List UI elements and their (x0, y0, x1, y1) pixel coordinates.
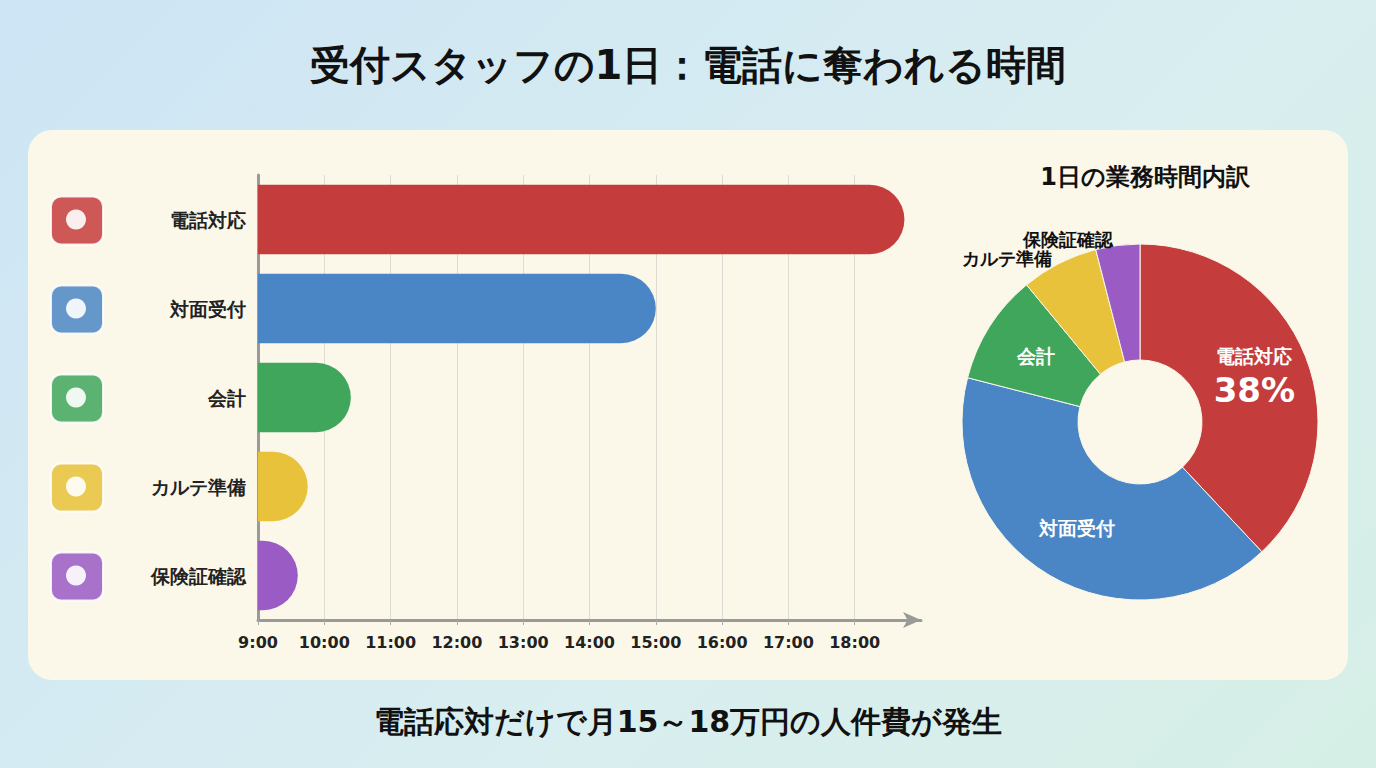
svg-text:17:00: 17:00 (763, 633, 814, 652)
svg-text:1日の業務時間内訳: 1日の業務時間内訳 (1040, 163, 1251, 191)
svg-text:14:00: 14:00 (564, 633, 615, 652)
svg-text:カルテ準備: カルテ準備 (962, 248, 1052, 269)
svg-text:16:00: 16:00 (697, 633, 748, 652)
svg-text:保険証確認: 保険証確認 (1022, 229, 1114, 250)
svg-text:電話対応: 電話対応 (1216, 345, 1292, 367)
svg-text:対面受付: 対面受付 (169, 298, 246, 320)
svg-text:38%: 38% (1214, 370, 1295, 410)
svg-text:保険証確認: 保険証確認 (150, 565, 247, 587)
svg-text:18:00: 18:00 (829, 633, 880, 652)
svg-text:12:00: 12:00 (431, 633, 482, 652)
svg-text:15:00: 15:00 (630, 633, 681, 652)
svg-text:会計: 会計 (1016, 345, 1055, 367)
svg-text:10:00: 10:00 (299, 633, 350, 652)
html-text:受付スタッフの1日：電話に奪われる時間: 受付スタッフの1日：電話に奪われる時間 (309, 42, 1067, 88)
svg-text:11:00: 11:00 (365, 633, 416, 652)
svg-text:電話対応: 電話対応 (170, 209, 246, 231)
svg-text:13:00: 13:00 (498, 633, 549, 652)
svg-text:カルテ準備: カルテ準備 (151, 476, 246, 498)
html-text:電話応対だけで月15～18万円の人件費が発生: 電話応対だけで月15～18万円の人件費が発生 (373, 704, 1003, 739)
svg-text:9:00: 9:00 (238, 633, 278, 652)
svg-text:対面受付: 対面受付 (1038, 517, 1115, 539)
svg-text:会計: 会計 (207, 387, 246, 409)
